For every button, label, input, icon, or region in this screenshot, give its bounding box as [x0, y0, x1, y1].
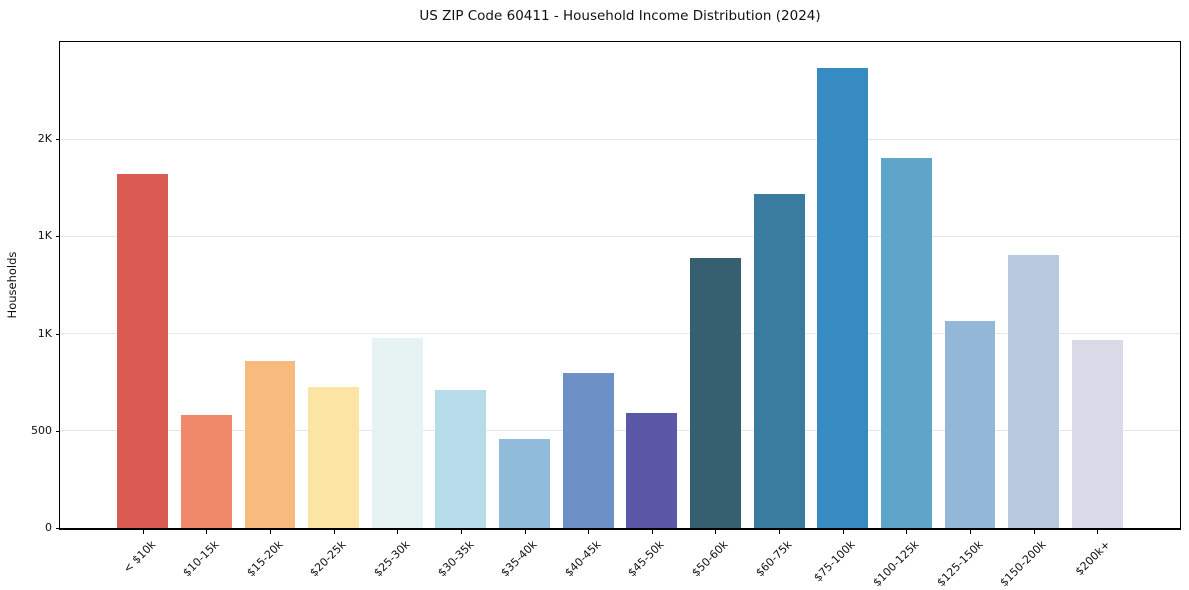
x-tick-label: $125-150k [934, 538, 986, 590]
x-tick-mark [524, 530, 526, 534]
y-tick-label: 1K [37, 326, 52, 340]
bar [880, 157, 932, 528]
x-tick-mark [651, 530, 653, 534]
x-tick-label: $25-30k [371, 538, 413, 580]
y-tick-mark [56, 430, 60, 432]
bar [499, 438, 550, 528]
x-tick-mark [270, 530, 271, 534]
x-tick-mark [842, 530, 844, 534]
gridline [60, 235, 1180, 237]
y-tick-label: 0 [45, 521, 52, 534]
y-tick-label: 500 [31, 423, 52, 437]
x-tick-label: $15-20k [243, 538, 286, 580]
bar [244, 360, 296, 528]
gridline [60, 430, 1180, 432]
x-tick-label: $150-200k [997, 538, 1049, 590]
bar [562, 373, 614, 528]
x-tick-label: $40-45k [562, 538, 604, 580]
x-tick-label: $60-75k [753, 538, 795, 580]
x-tick-mark [142, 530, 144, 534]
x-tick-mark [588, 530, 590, 534]
x-tick-label: $35-40k [498, 538, 540, 580]
y-tick-label: 2K [37, 132, 52, 146]
x-tick-mark [206, 530, 208, 534]
gridline [60, 333, 1180, 335]
bar [944, 320, 996, 528]
x-tick-label: $75-100k [811, 538, 858, 585]
bar [817, 68, 869, 528]
x-tick-mark [1033, 530, 1035, 534]
bar [117, 174, 169, 528]
x-tick-label: $45-50k [625, 538, 668, 580]
bar [1071, 340, 1123, 528]
plot-area [59, 41, 1181, 530]
x-tick-label: < $10k [120, 538, 158, 576]
bar [626, 413, 678, 528]
x-tick-mark [970, 530, 971, 534]
y-tick-label: 1K [37, 229, 52, 243]
x-tick-mark [1097, 530, 1099, 534]
y-tick-mark [56, 236, 60, 238]
x-tick-mark [906, 530, 908, 534]
bar [308, 387, 360, 528]
chart-title: US ZIP Code 60411 - Household Income Dis… [419, 8, 821, 24]
x-tick-label: $200k+ [1072, 538, 1113, 579]
x-tick-label: $10-15k [180, 538, 222, 580]
y-axis-label: Households [5, 251, 19, 319]
y-tick-mark [56, 139, 60, 141]
bar [371, 338, 423, 528]
x-tick-label: $30-35k [434, 538, 477, 580]
x-tick-mark [397, 530, 399, 534]
bar [753, 193, 805, 528]
bar [1008, 254, 1060, 528]
bar [690, 257, 741, 528]
x-tick-mark [460, 530, 462, 534]
x-tick-mark [333, 530, 335, 534]
bar [435, 389, 487, 528]
y-tick-mark [56, 333, 60, 335]
bar [180, 415, 232, 528]
y-tick-mark [56, 528, 60, 529]
x-tick-label: $100-125k [870, 538, 922, 590]
x-tick-mark [779, 530, 781, 534]
x-tick-mark [715, 530, 717, 534]
x-tick-label: $50-60k [689, 538, 731, 580]
x-tick-label: $20-25k [307, 538, 349, 580]
gridline [60, 138, 1180, 140]
